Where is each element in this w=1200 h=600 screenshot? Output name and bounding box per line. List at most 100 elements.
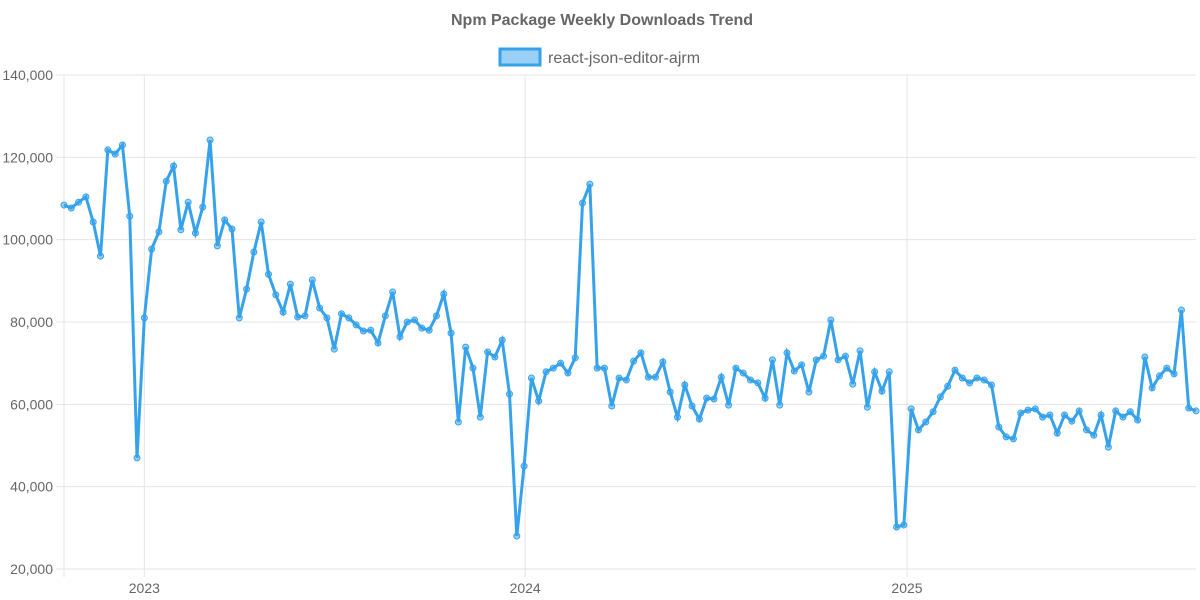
data-point (279, 308, 287, 316)
data-point (330, 345, 338, 353)
legend[interactable]: react-json-editor-ajrm (498, 47, 700, 67)
data-point (863, 403, 871, 411)
data-point (564, 369, 572, 377)
data-point (498, 336, 506, 344)
data-point (958, 374, 966, 382)
data-point (988, 381, 996, 389)
data-point (754, 379, 762, 387)
y-tick-label: 20,000 (10, 561, 53, 577)
data-point (841, 352, 849, 360)
data-point (359, 327, 367, 335)
data-point (177, 226, 185, 234)
data-point (118, 141, 126, 149)
data-point (549, 364, 557, 372)
data-point (389, 288, 397, 296)
data-point (914, 426, 922, 434)
data-point (1075, 407, 1083, 415)
data-point (148, 245, 156, 253)
legend-label: react-json-editor-ajrm (548, 50, 700, 67)
data-point (805, 388, 813, 396)
y-tick-label: 40,000 (10, 479, 53, 495)
data-point (710, 395, 718, 403)
data-point (374, 339, 382, 347)
data-point (352, 321, 360, 329)
data-point (184, 198, 192, 206)
data-point (213, 242, 221, 250)
data-point (228, 225, 236, 233)
data-point (316, 304, 324, 312)
data-point (1061, 411, 1069, 419)
data-point (600, 364, 608, 372)
data-point (929, 408, 937, 416)
data-point (126, 212, 134, 220)
data-point (1104, 443, 1112, 451)
data-point (542, 368, 550, 376)
data-point (1134, 416, 1142, 424)
data-point (491, 353, 499, 361)
data-point (513, 532, 521, 540)
data-point (440, 290, 448, 298)
data-point (820, 352, 828, 360)
data-point (827, 316, 835, 324)
data-point (900, 521, 908, 529)
data-point (111, 150, 119, 158)
data-point (652, 373, 660, 381)
data-point (1082, 426, 1090, 434)
data-point (162, 177, 170, 185)
data-point (520, 462, 528, 470)
data-point (338, 310, 346, 318)
data-point (308, 276, 316, 284)
data-point (951, 366, 959, 374)
data-point (411, 316, 419, 324)
data-point (257, 218, 265, 226)
data-point (761, 394, 769, 402)
data-point (469, 364, 477, 372)
data-point (878, 387, 886, 395)
y-tick-label: 140,000 (2, 67, 53, 83)
x-tick-label: 2024 (510, 580, 541, 596)
data-point (1177, 306, 1185, 314)
data-point (579, 199, 587, 207)
data-point (622, 376, 630, 384)
data-point (885, 368, 893, 376)
data-point (776, 401, 784, 409)
data-point (505, 390, 513, 398)
data-point (615, 374, 623, 382)
data-point (1068, 417, 1076, 425)
legend-swatch (498, 47, 542, 67)
data-point (973, 374, 981, 382)
data-point (418, 324, 426, 332)
data-point (403, 318, 411, 326)
data-point (768, 356, 776, 364)
data-point (980, 376, 988, 384)
data-point (206, 136, 214, 144)
data-point (323, 314, 331, 322)
data-point (199, 203, 207, 211)
data-point (798, 361, 806, 369)
data-point (1009, 435, 1017, 443)
data-point (484, 348, 492, 356)
data-point (294, 313, 302, 321)
data-point (1170, 370, 1178, 378)
data-point (659, 358, 667, 366)
data-point (454, 418, 462, 426)
data-point (725, 401, 733, 409)
series-line (63, 139, 1197, 537)
data-point (60, 201, 68, 209)
data-point (1039, 413, 1047, 421)
data-point (695, 415, 703, 423)
data-point (462, 343, 470, 351)
y-tick-label: 80,000 (10, 314, 53, 330)
data-point (286, 280, 294, 288)
y-tick-label: 120,000 (2, 149, 53, 165)
data-point (681, 381, 689, 389)
data-point (571, 354, 579, 362)
data-point (1192, 407, 1200, 415)
data-point (527, 374, 535, 382)
data-point (447, 329, 455, 337)
data-point (1017, 409, 1025, 417)
data-point (666, 388, 674, 396)
data-point (89, 218, 97, 226)
data-point (1119, 413, 1127, 421)
